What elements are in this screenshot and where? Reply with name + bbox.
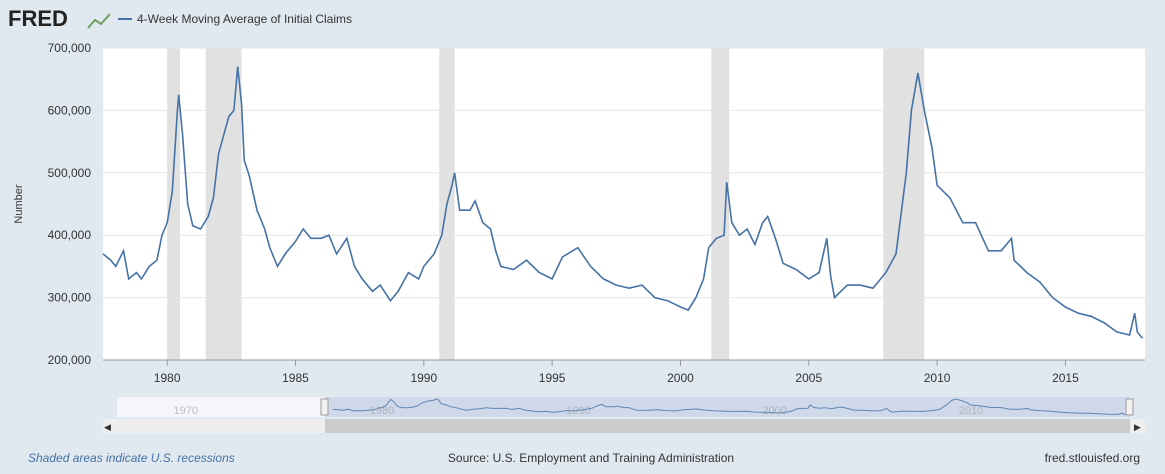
navigator-handle[interactable] (320, 398, 329, 416)
navigator-line (332, 398, 1129, 416)
x-tick-label: 1995 (539, 371, 566, 385)
x-tick-label: 2010 (924, 371, 951, 385)
x-tick-label: 2000 (667, 371, 694, 385)
plot-area (103, 48, 1145, 360)
series-line (102, 66, 1144, 339)
navigator-tick-label: 2010 (959, 405, 983, 417)
recession-band (883, 48, 925, 360)
navigator-tick-label: 1970 (173, 405, 197, 417)
navigator-selection[interactable] (325, 397, 1130, 417)
source: Source: U.S. Employment and Training Adm… (448, 451, 734, 465)
navigator-tick-label: 1990 (566, 405, 590, 417)
y-tick-label: 200,000 (48, 353, 92, 367)
y-tick-label: 600,000 (48, 103, 92, 117)
y-tick-label: 400,000 (48, 228, 92, 242)
y-tick-label: 300,000 (48, 291, 92, 305)
y-tick-label: 700,000 (48, 41, 92, 55)
scroll-left[interactable]: ◀ (104, 422, 111, 432)
y-axis-label: Number (13, 184, 25, 223)
navigator-handle[interactable] (1125, 398, 1134, 416)
logo-icon (87, 13, 111, 29)
site: fred.stlouisfed.org (1045, 451, 1140, 465)
scrollbar-thumb[interactable] (325, 419, 1130, 433)
navigator-tick-label: 1980 (370, 405, 394, 417)
x-tick-label: 1990 (410, 371, 437, 385)
logo: FRED (8, 6, 68, 31)
scroll-right[interactable]: ▶ (1134, 422, 1141, 432)
y-tick-label: 500,000 (48, 166, 92, 180)
x-tick-label: 1980 (154, 371, 181, 385)
recession-band (711, 48, 730, 360)
recession-note: Shaded areas indicate U.S. recessions (28, 451, 235, 465)
navigator-tick-label: 2000 (762, 405, 786, 417)
legend-label: 4-Week Moving Average of Initial Claims (137, 12, 352, 26)
x-tick-label: 2015 (1052, 371, 1079, 385)
x-tick-label: 1985 (282, 371, 309, 385)
x-tick-label: 2005 (795, 371, 822, 385)
